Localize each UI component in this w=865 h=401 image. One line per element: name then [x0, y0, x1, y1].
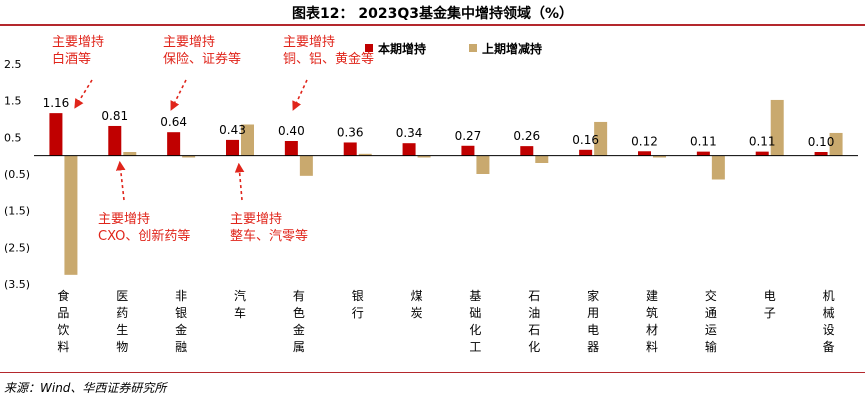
x-axis-labels: 食品饮料 医药生物 非银金融 汽车 有色金属 银行 煤炭 基础化工 石油石化 家用电器 建筑材料 交通…: [57, 288, 834, 354]
bar-chart: 2.5 1.5 0.5 (0.5) (1.5) (2.5) (3.5) 1.16 0.81 0.…: [4, 35, 858, 354]
legend-swatch: [365, 44, 373, 52]
data-label: 0.16: [572, 133, 599, 147]
bar-current: [696, 151, 710, 156]
legend-swatch: [469, 44, 477, 52]
bar-previous: [299, 155, 313, 176]
bar-current: [226, 139, 239, 156]
source-note: 来源：Wind、华西证券研究所: [4, 381, 167, 395]
x-tick-label: 非银金融: [175, 289, 187, 354]
data-label: 0.43: [219, 123, 246, 137]
legend-label: 本期增持: [378, 41, 426, 56]
bar-current: [579, 149, 593, 156]
chart-title: 图表12： 2023Q3基金集中增持领域（%）: [292, 6, 573, 22]
title-bar: 图表12： 2023Q3基金集中增持领域（%）: [0, 0, 865, 26]
legend: 本期增持 上期增减持: [365, 41, 542, 56]
y-tick-label: 0.5: [4, 131, 22, 144]
annotation-arrow: [234, 162, 245, 201]
y-tick-label: 1.5: [4, 95, 22, 108]
bar-current: [638, 151, 651, 156]
data-labels: 1.16 0.81 0.64 0.43 0.40 0.36 0.34 0.27 0.26 0.16…: [43, 96, 835, 149]
x-tick-label: 有色金属: [293, 289, 305, 354]
bar-current: [461, 145, 475, 156]
bar-previous: [594, 121, 608, 156]
x-tick-label: 煤炭: [411, 289, 423, 320]
x-tick-label: 交通运输: [705, 288, 717, 354]
data-label: 0.26: [513, 129, 540, 143]
bar-current: [167, 132, 181, 156]
bar-previous: [653, 155, 666, 158]
bars: [49, 99, 843, 275]
annotation-text: 主要增持保险、证券等: [163, 35, 241, 67]
bar-current: [49, 113, 63, 156]
x-tick-label: 家用电器: [587, 288, 599, 354]
bar-previous: [476, 155, 490, 174]
bar-previous: [417, 155, 431, 158]
y-tick-label: (0.5): [4, 168, 30, 181]
y-tick-label: (1.5): [4, 205, 30, 218]
bar-previous: [241, 124, 254, 156]
bar-previous: [123, 152, 137, 156]
y-tick-label: (3.5): [4, 278, 30, 291]
bar-current: [520, 146, 534, 156]
y-axis: 2.5 1.5 0.5 (0.5) (1.5) (2.5) (3.5): [4, 58, 30, 291]
bar-previous: [770, 99, 784, 156]
x-tick-label: 银行: [352, 289, 364, 320]
bar-current: [402, 143, 416, 156]
y-tick-label: 2.5: [4, 58, 22, 71]
x-tick-label: 食品饮料: [57, 288, 69, 354]
data-label: 0.11: [749, 135, 776, 149]
bar-current: [755, 151, 769, 156]
x-tick-label: 汽车: [234, 288, 246, 320]
x-tick-label: 建筑材料: [646, 289, 658, 354]
data-label: 0.36: [337, 125, 364, 139]
y-tick-label: (2.5): [4, 241, 30, 254]
legend-label: 上期增减持: [482, 41, 542, 56]
data-label: 0.27: [455, 129, 482, 143]
annotation-text: 主要增持白酒等: [52, 35, 104, 67]
bar-previous: [711, 155, 725, 180]
data-label: 0.81: [101, 109, 128, 123]
x-tick-label: 电子: [764, 289, 776, 320]
bar-current: [814, 152, 828, 156]
annotation-arrow: [74, 79, 93, 109]
data-label: 1.16: [43, 96, 70, 110]
data-label: 0.40: [278, 124, 305, 138]
bar-previous: [358, 153, 372, 156]
annotation-text: 主要增持整车、汽零等: [230, 212, 308, 244]
data-label: 0.10: [808, 135, 835, 149]
annotation-text: 主要增持 CXO、创新药等: [98, 212, 190, 244]
bar-previous: [535, 155, 549, 163]
bar-current: [108, 125, 122, 156]
data-label: 0.64: [160, 115, 187, 129]
x-tick-label: 医药生物: [116, 289, 128, 354]
annotation-arrow: [292, 79, 308, 111]
x-tick-label: 基础化工: [469, 289, 481, 354]
data-label: 0.11: [690, 135, 717, 149]
bar-current: [343, 142, 357, 156]
bar-current: [284, 141, 298, 156]
bar-previous: [829, 132, 843, 156]
annotation-text: 主要增持铜、铝、黄金等: [283, 35, 374, 67]
annotation-arrow: [115, 160, 126, 201]
annotation-arrow: [170, 79, 187, 111]
source-divider: [0, 372, 865, 373]
x-tick-label: 机械设备: [823, 289, 835, 354]
data-label: 0.34: [396, 126, 423, 140]
bar-previous: [64, 155, 78, 275]
x-tick-label: 石油石化: [528, 289, 540, 354]
bar-previous: [182, 155, 196, 158]
data-label: 0.12: [631, 134, 658, 148]
